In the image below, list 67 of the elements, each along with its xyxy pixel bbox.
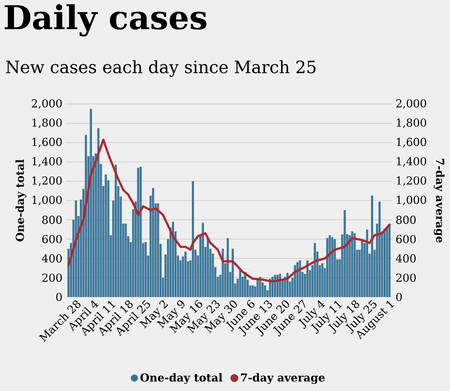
bar (348, 235, 351, 297)
bar (326, 238, 328, 297)
y2-tick-label: 400 (396, 254, 416, 263)
bar (97, 128, 100, 297)
y2-tick-label: 1,800 (396, 118, 426, 128)
y-tick-label: 200 (42, 274, 62, 282)
y2-tick-label: 0 (396, 292, 402, 302)
y-tick-label: 0 (56, 292, 62, 302)
bar (184, 252, 186, 297)
y2-axis-title: 7-day average (434, 158, 444, 243)
y-tick-label: 1,400 (32, 157, 62, 167)
bar (232, 248, 234, 297)
bar (386, 226, 388, 297)
line-series (67, 138, 391, 283)
y-tick-label: 1,800 (32, 118, 62, 128)
y-tick-label: 1,600 (32, 138, 62, 148)
bar (137, 168, 140, 297)
bar (222, 248, 224, 297)
y-tick-label: 400 (42, 254, 62, 263)
bar (90, 108, 92, 297)
legend-label: One-day total (140, 373, 222, 384)
bar (226, 238, 229, 297)
y2-tick-label: 1,000 (396, 196, 426, 206)
bar (378, 201, 381, 297)
bar (252, 285, 254, 297)
bar (206, 238, 209, 297)
bar (314, 242, 316, 297)
bar (152, 188, 154, 297)
y-tick-label: 800 (42, 216, 62, 224)
bar (104, 174, 107, 297)
y-axis-title: One-day total (15, 159, 26, 242)
bar (354, 233, 356, 297)
y2-tick-label: 1,400 (396, 157, 426, 167)
bar (172, 222, 174, 297)
bar (192, 181, 194, 297)
y-tick-label: 1,200 (32, 176, 62, 186)
legend-label: 7-day average (241, 373, 325, 384)
bar (124, 224, 127, 297)
bar (366, 229, 368, 297)
bar (383, 228, 386, 297)
bar (256, 280, 259, 297)
bar (328, 235, 331, 297)
chart-subtitle: New cases each day since March 25 (6, 60, 316, 77)
bar (388, 224, 391, 297)
y2-tick-label: 800 (396, 216, 416, 224)
y-tick-label: 600 (42, 234, 62, 244)
y2-tick-label: 1,200 (396, 176, 426, 186)
y2-tick-label: 200 (396, 274, 416, 282)
bar (344, 210, 346, 297)
bar (334, 239, 336, 297)
y-tick-label: 1,000 (32, 196, 62, 206)
bar (140, 166, 142, 297)
bar (114, 164, 117, 297)
y2-tick-label: 2,000 (396, 99, 426, 109)
y-tick-label: 2,000 (32, 99, 62, 109)
bar (331, 237, 334, 297)
bar (321, 263, 324, 297)
y2-tick-label: 600 (396, 234, 416, 244)
bar (202, 222, 204, 297)
bar (351, 231, 354, 297)
bar (371, 196, 374, 297)
bar (264, 285, 266, 297)
bar (144, 242, 147, 297)
bar (361, 240, 364, 297)
y2-tick-label: 1,600 (396, 138, 426, 148)
bar (157, 203, 160, 297)
chart-title: Daily cases (4, 4, 206, 36)
